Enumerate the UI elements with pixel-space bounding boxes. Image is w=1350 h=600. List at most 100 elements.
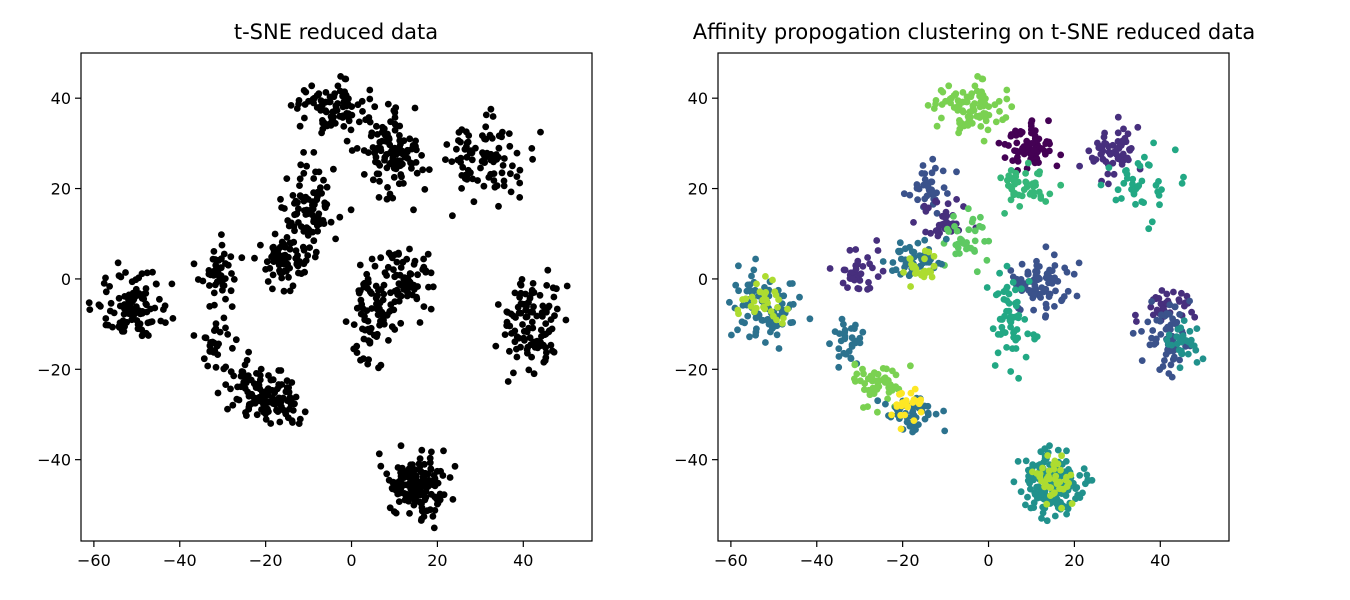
- scatter-point: [1045, 272, 1053, 280]
- scatter-point: [1012, 286, 1019, 294]
- scatter-point: [253, 411, 261, 419]
- scatter-point: [156, 295, 163, 303]
- scatter-point: [1171, 146, 1179, 154]
- scatter-point: [910, 219, 917, 226]
- scatter-point: [320, 176, 327, 184]
- scatter-point: [212, 363, 220, 371]
- scatter-point: [274, 246, 282, 254]
- scatter-point: [938, 260, 945, 268]
- scatter-point: [120, 310, 128, 318]
- scatter-point: [525, 324, 533, 332]
- scatter-point: [319, 117, 326, 124]
- scatter-point: [365, 337, 372, 344]
- scatter-point: [152, 280, 160, 288]
- scatter-point: [276, 418, 284, 426]
- scatter-point: [1038, 514, 1045, 522]
- scatter-point: [395, 250, 402, 258]
- scatter-point: [481, 154, 489, 162]
- scatter-point: [953, 241, 961, 249]
- scatter-point: [132, 303, 140, 310]
- scatter-point: [735, 262, 742, 270]
- scatter-point: [238, 254, 246, 262]
- scatter-point: [290, 223, 298, 231]
- scatter-point: [385, 134, 393, 142]
- scatter-point: [511, 289, 519, 297]
- scatter-point: [944, 200, 952, 208]
- scatter-point: [1018, 128, 1026, 136]
- scatter-point: [373, 122, 380, 130]
- y-tick-label: −20: [37, 360, 71, 379]
- scatter-point: [360, 355, 367, 363]
- scatter-point: [498, 169, 506, 177]
- scatter-point: [128, 278, 136, 286]
- scatter-point: [1050, 251, 1058, 259]
- scatter-point: [277, 398, 285, 406]
- scatter-point: [418, 500, 425, 508]
- scatter-point: [1176, 356, 1183, 364]
- scatter-point: [767, 328, 774, 336]
- scatter-point: [941, 427, 949, 435]
- scatter-point: [945, 82, 953, 90]
- scatter-point: [383, 470, 391, 478]
- y-tick-label: 0: [698, 270, 708, 289]
- scatter-point: [418, 446, 426, 454]
- scatter-point: [1051, 512, 1059, 520]
- y-tick-label: 20: [688, 180, 708, 199]
- scatter-point: [734, 326, 741, 334]
- scatter-point: [1013, 139, 1021, 147]
- scatter-point: [395, 498, 403, 505]
- scatter-point: [859, 365, 866, 373]
- scatter-point: [919, 162, 927, 169]
- scatter-point: [390, 266, 397, 273]
- scatter-point: [553, 305, 561, 313]
- scatter-point: [200, 355, 208, 363]
- scatter-point: [322, 108, 330, 116]
- scatter-point: [979, 224, 986, 231]
- scatter-point: [383, 164, 391, 172]
- scatter-point: [1028, 126, 1035, 134]
- scatter-point: [991, 362, 999, 369]
- scatter-point: [1064, 505, 1072, 513]
- scatter-point: [921, 255, 928, 263]
- scatter-point: [342, 75, 350, 83]
- scatter-point: [1047, 484, 1055, 491]
- scatter-point: [304, 252, 312, 259]
- scatter-point: [306, 244, 313, 252]
- scatter-point: [1124, 154, 1131, 162]
- scatter-point: [522, 290, 529, 298]
- scatter-point: [826, 340, 833, 348]
- scatter-point: [921, 415, 929, 423]
- scatter-point: [292, 247, 300, 255]
- scatter-point: [1101, 129, 1108, 137]
- scatter-point: [900, 269, 907, 276]
- scatter-point: [896, 390, 903, 398]
- scatter-point: [1024, 270, 1032, 278]
- scatter-point: [235, 396, 243, 404]
- scatter-point: [1002, 114, 1010, 121]
- scatter-point: [780, 314, 787, 322]
- scatter-point: [128, 294, 136, 302]
- scatter-point: [969, 102, 977, 109]
- scatter-point: [270, 395, 278, 403]
- scatter-point: [940, 184, 948, 192]
- scatter-point: [269, 376, 277, 384]
- scatter-point: [106, 307, 114, 315]
- scatter-point: [458, 185, 465, 192]
- scatter-point: [345, 110, 352, 117]
- scatter-point: [925, 267, 933, 275]
- scatter-point: [353, 342, 361, 350]
- points-layer: [85, 73, 571, 532]
- scatter-point: [1015, 374, 1022, 382]
- scatter-point: [1114, 113, 1122, 121]
- scatter-point: [1003, 262, 1011, 270]
- scatter-point: [327, 218, 335, 226]
- scatter-point: [1148, 218, 1156, 226]
- scatter-point: [853, 370, 861, 378]
- scatter-point: [436, 490, 444, 498]
- scatter-point: [228, 270, 235, 277]
- scatter-point: [761, 305, 769, 313]
- scatter-point: [944, 190, 951, 197]
- scatter-point: [405, 290, 412, 298]
- scatter-point: [222, 295, 229, 303]
- scatter-point: [1030, 499, 1038, 507]
